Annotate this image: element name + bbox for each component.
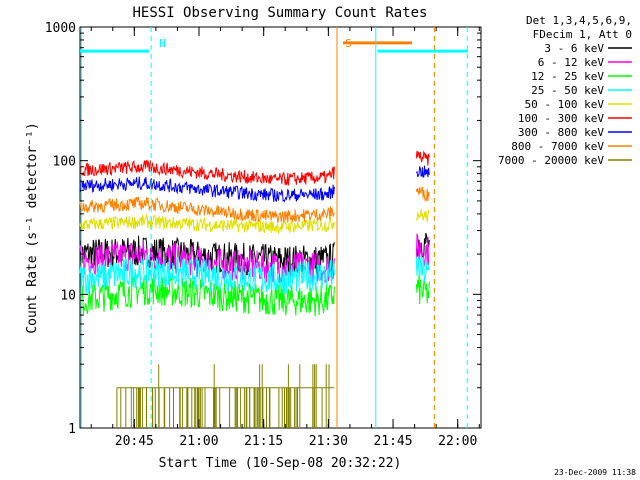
y-tick-label: 1000 bbox=[45, 21, 76, 36]
legend-label: 7000 - 20000 keV bbox=[498, 154, 604, 167]
legend-header-line: FDecim 1, Att 0 bbox=[533, 28, 632, 41]
legend-label: 12 - 25 keV bbox=[531, 70, 604, 83]
series-line-5-segment-1 bbox=[415, 150, 430, 166]
series-line-1-segment-1 bbox=[415, 233, 430, 267]
y-tick-label: 10 bbox=[60, 288, 76, 303]
y-tick-label: 1 bbox=[68, 422, 76, 437]
series-line-3-segment-0 bbox=[79, 254, 335, 294]
chart-title: HESSI Observing Summary Count Rates bbox=[132, 5, 427, 21]
legend-label: 300 - 800 keV bbox=[518, 126, 604, 139]
legend-label: 25 - 50 keV bbox=[531, 84, 604, 97]
series-line-7-segment-1 bbox=[415, 186, 430, 202]
footer-date: 23-Dec-2009 11:38 bbox=[554, 468, 636, 477]
series-line-7-segment-0 bbox=[79, 196, 335, 223]
legend: Det 1,3,4,5,6,9,FDecim 1, Att 03 - 6 keV… bbox=[498, 14, 632, 167]
legend-label: 800 - 7000 keV bbox=[511, 140, 604, 153]
y-axis-label: Count Rate (s⁻¹ detector⁻¹) bbox=[25, 122, 40, 333]
axis-layer: 1 10 100 1000 20:45 21:00 21:15 21:30 21:45 22:00 bbox=[45, 21, 481, 449]
series-line-2-segment-0 bbox=[79, 273, 335, 317]
flag-annotation-s: S bbox=[345, 37, 352, 50]
x-tick-label: 20:45 bbox=[115, 434, 154, 449]
series-line-6-segment-0 bbox=[79, 176, 335, 203]
legend-label: 100 - 300 keV bbox=[518, 112, 604, 125]
legend-label: 6 - 12 keV bbox=[538, 56, 605, 69]
series-line-4-segment-0 bbox=[79, 213, 335, 234]
y-tick-label: 100 bbox=[53, 155, 76, 170]
x-tick-label: 21:30 bbox=[309, 434, 348, 449]
x-tick-label: 21:45 bbox=[373, 434, 412, 449]
legend-label: 50 - 100 keV bbox=[525, 98, 605, 111]
flag-annotation-n: N bbox=[159, 37, 166, 50]
series-line-6-segment-1 bbox=[415, 165, 430, 178]
plot-frame bbox=[79, 26, 482, 429]
series-line-4-segment-1 bbox=[415, 209, 430, 223]
x-axis-label: Start Time (10-Sep-08 20:32:22) bbox=[159, 456, 402, 471]
x-tick-label: 21:00 bbox=[179, 434, 218, 449]
legend-label: 3 - 6 keV bbox=[544, 42, 604, 55]
legend-header-line: Det 1,3,4,5,6,9, bbox=[526, 14, 632, 27]
x-tick-label: 22:00 bbox=[438, 434, 477, 449]
series-line-5-segment-0 bbox=[79, 159, 335, 186]
x-tick-label: 21:15 bbox=[244, 434, 283, 449]
series-line-2-segment-1 bbox=[415, 274, 430, 305]
series-line-3-segment-1 bbox=[415, 254, 430, 283]
